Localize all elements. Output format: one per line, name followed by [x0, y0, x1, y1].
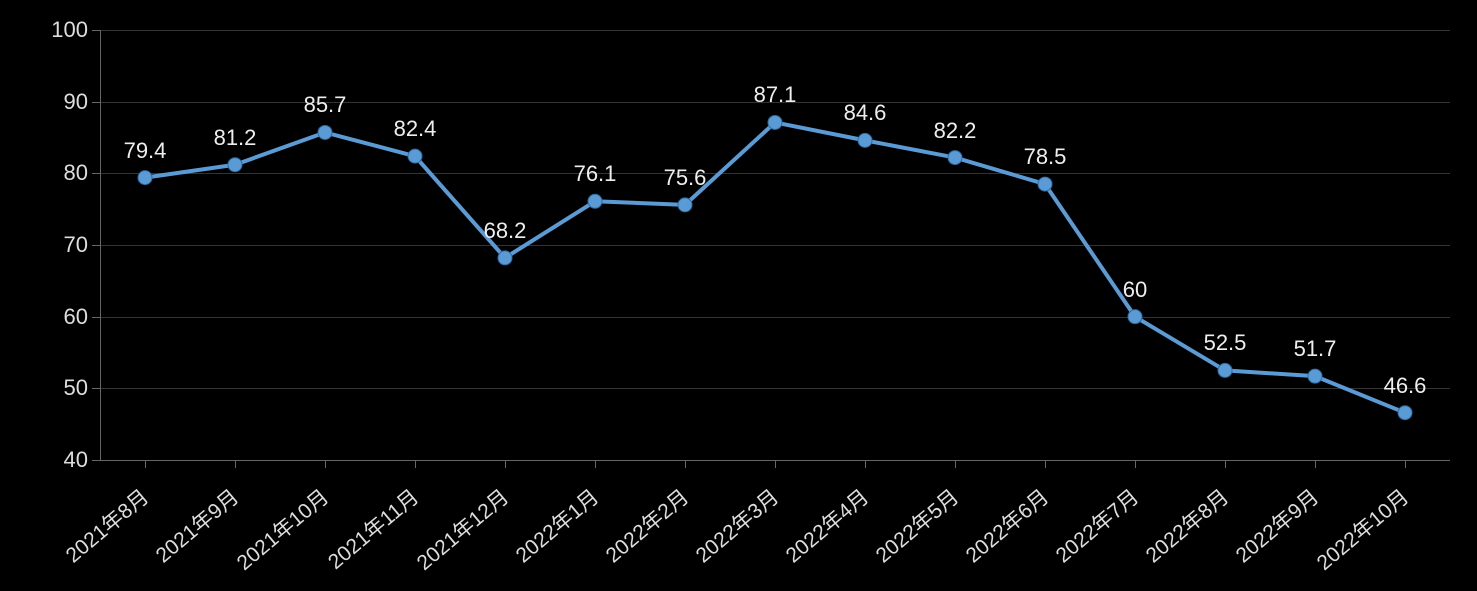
data-label: 60	[1123, 277, 1147, 303]
data-label: 75.6	[664, 165, 707, 191]
series-marker	[588, 194, 602, 208]
series-line	[145, 122, 1405, 412]
series-marker	[1218, 363, 1232, 377]
data-label: 87.1	[754, 82, 797, 108]
series-marker	[858, 133, 872, 147]
series-marker	[1398, 406, 1412, 420]
data-label: 52.5	[1204, 330, 1247, 356]
series-marker	[1038, 177, 1052, 191]
data-label: 51.7	[1294, 336, 1337, 362]
data-label: 68.2	[484, 218, 527, 244]
series-marker	[228, 158, 242, 172]
series-marker	[138, 171, 152, 185]
data-label: 46.6	[1384, 373, 1427, 399]
data-label: 79.4	[124, 138, 167, 164]
data-label: 76.1	[574, 161, 617, 187]
series-marker	[498, 251, 512, 265]
series-marker	[768, 115, 782, 129]
data-label: 82.2	[934, 118, 977, 144]
series-marker	[678, 198, 692, 212]
data-label: 82.4	[394, 116, 437, 142]
series-marker	[1308, 369, 1322, 383]
series-svg	[0, 0, 1477, 591]
series-marker	[1128, 310, 1142, 324]
series-marker	[408, 149, 422, 163]
series-marker	[948, 151, 962, 165]
data-label: 81.2	[214, 125, 257, 151]
series-marker	[318, 125, 332, 139]
line-chart: 4050607080901002021年8月2021年9月2021年10月202…	[0, 0, 1477, 591]
data-label: 84.6	[844, 100, 887, 126]
data-label: 85.7	[304, 92, 347, 118]
data-label: 78.5	[1024, 144, 1067, 170]
